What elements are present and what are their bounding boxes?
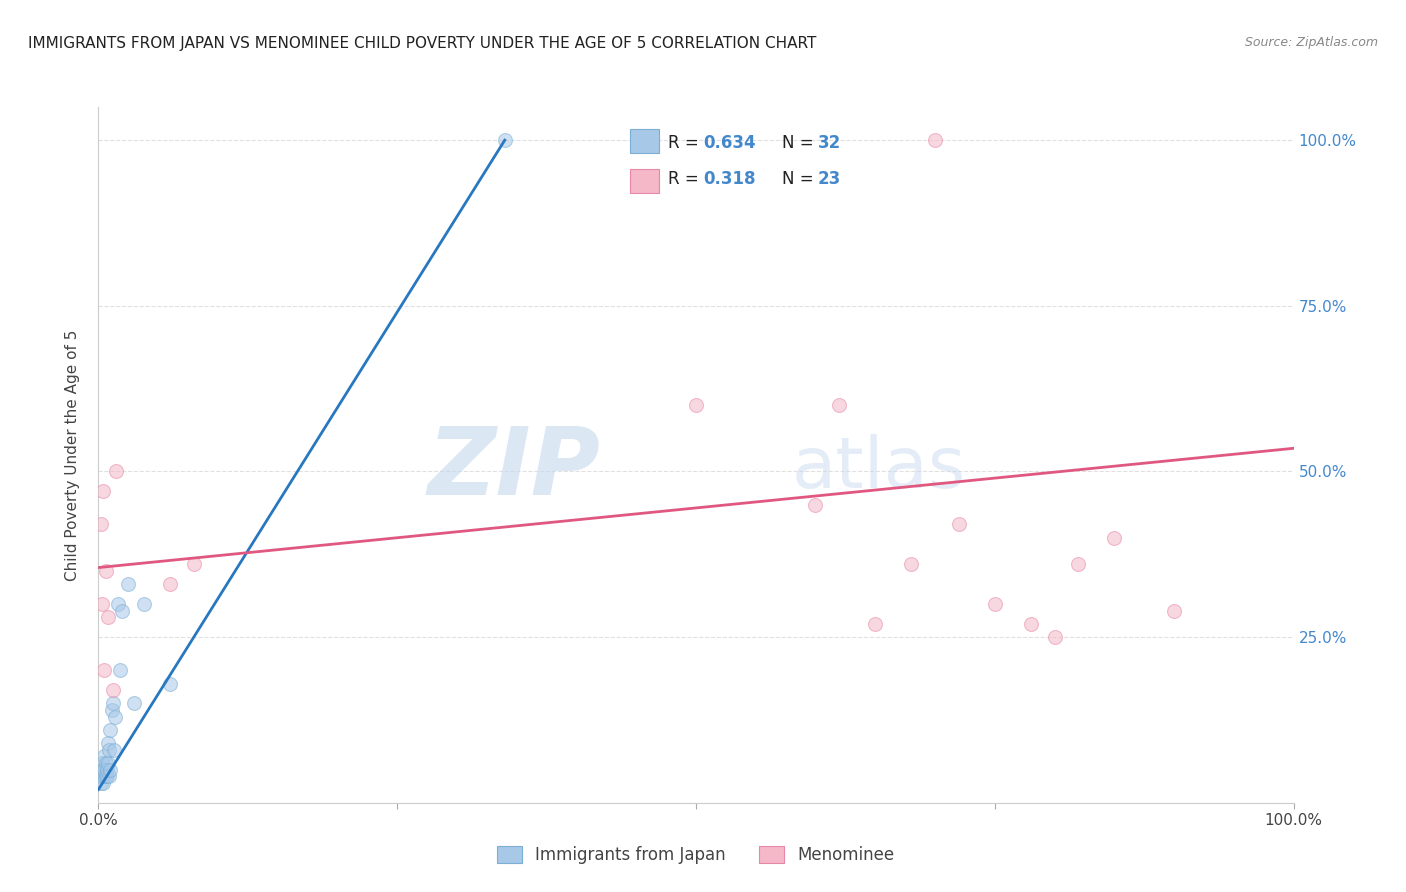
Text: N =: N = — [782, 134, 820, 152]
Point — [1043, 630, 1066, 644]
Point — [104, 709, 127, 723]
Text: 0.634: 0.634 — [703, 134, 756, 152]
Point — [94, 756, 117, 770]
Point — [924, 133, 946, 147]
Point — [90, 517, 112, 532]
Y-axis label: Child Poverty Under the Age of 5: Child Poverty Under the Age of 5 — [65, 329, 80, 581]
Point — [96, 769, 118, 783]
Text: 32: 32 — [817, 134, 841, 152]
Text: N =: N = — [782, 170, 820, 188]
Point — [91, 763, 114, 777]
Point — [94, 564, 117, 578]
Text: Source: ZipAtlas.com: Source: ZipAtlas.com — [1244, 36, 1378, 49]
Point — [159, 676, 181, 690]
Point — [494, 133, 516, 147]
Point — [90, 776, 112, 790]
Point — [98, 723, 122, 737]
Point — [91, 597, 114, 611]
Point — [91, 756, 114, 770]
Point — [100, 703, 122, 717]
Point — [97, 610, 120, 624]
Point — [124, 697, 146, 711]
Point — [685, 398, 707, 412]
Point — [97, 736, 120, 750]
Text: 0.318: 0.318 — [703, 170, 755, 188]
Point — [183, 558, 205, 572]
Point — [98, 769, 121, 783]
Point — [804, 498, 827, 512]
Point — [105, 465, 128, 479]
Text: IMMIGRANTS FROM JAPAN VS MENOMINEE CHILD POVERTY UNDER THE AGE OF 5 CORRELATION : IMMIGRANTS FROM JAPAN VS MENOMINEE CHILD… — [28, 36, 817, 51]
Point — [117, 577, 139, 591]
Point — [93, 769, 115, 783]
Point — [93, 749, 115, 764]
Point — [101, 697, 124, 711]
Point — [93, 663, 115, 677]
Point — [111, 604, 134, 618]
Point — [94, 769, 117, 783]
Point — [98, 743, 121, 757]
Point — [1067, 558, 1090, 572]
Text: atlas: atlas — [792, 434, 966, 503]
Text: R =: R = — [668, 170, 704, 188]
Point — [103, 743, 125, 757]
Point — [1163, 604, 1185, 618]
FancyBboxPatch shape — [630, 129, 659, 153]
Point — [828, 398, 851, 412]
FancyBboxPatch shape — [630, 169, 659, 193]
Point — [89, 769, 111, 783]
Point — [132, 597, 155, 611]
Point — [107, 597, 129, 611]
Point — [1104, 531, 1126, 545]
Point — [91, 776, 114, 790]
Point — [97, 756, 120, 770]
Legend: Immigrants from Japan, Menominee: Immigrants from Japan, Menominee — [491, 839, 901, 871]
Point — [865, 616, 887, 631]
Point — [91, 769, 114, 783]
Text: ZIP: ZIP — [427, 423, 600, 515]
Point — [98, 763, 122, 777]
Point — [90, 763, 112, 777]
Point — [101, 683, 124, 698]
Point — [96, 763, 118, 777]
Point — [93, 763, 115, 777]
Point — [900, 558, 922, 572]
Point — [948, 517, 970, 532]
Text: 23: 23 — [817, 170, 841, 188]
Text: R =: R = — [668, 134, 704, 152]
Point — [1019, 616, 1042, 631]
Point — [91, 484, 114, 499]
Point — [159, 577, 181, 591]
Point — [984, 597, 1007, 611]
Point — [108, 663, 131, 677]
